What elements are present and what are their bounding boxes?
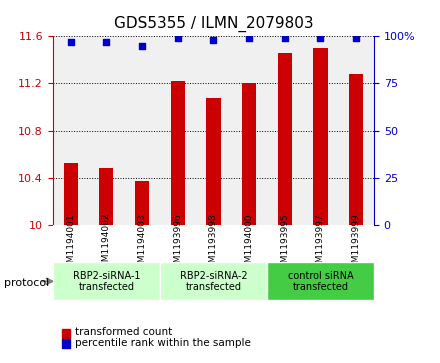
FancyBboxPatch shape	[160, 262, 267, 301]
Bar	[278, 53, 292, 225]
Text: GSM1194003: GSM1194003	[138, 213, 147, 274]
Text: GSM1193999: GSM1193999	[352, 213, 361, 274]
Text: GSM1193997: GSM1193997	[316, 213, 325, 274]
Text: protocol: protocol	[4, 278, 50, 288]
Text: GSM1193998: GSM1193998	[209, 213, 218, 274]
Point	[103, 39, 110, 45]
Point	[174, 35, 181, 41]
Bar	[242, 83, 256, 225]
Text: percentile rank within the sample: percentile rank within the sample	[75, 338, 251, 348]
Bar	[206, 98, 220, 225]
FancyBboxPatch shape	[53, 262, 160, 301]
FancyBboxPatch shape	[267, 262, 374, 301]
Bar	[171, 81, 185, 225]
Bar	[63, 163, 78, 225]
Text: GSM1194001: GSM1194001	[66, 213, 75, 274]
Text: RBP2-siRNA-1
transfected: RBP2-siRNA-1 transfected	[73, 270, 140, 292]
Text: GSM1194002: GSM1194002	[102, 213, 111, 273]
Text: control siRNA
transfected: control siRNA transfected	[288, 270, 353, 292]
Text: GSM1194000: GSM1194000	[245, 213, 253, 274]
Text: transformed count: transformed count	[75, 327, 172, 337]
Text: GSM1193995: GSM1193995	[280, 213, 289, 274]
Point	[281, 35, 288, 41]
Title: GDS5355 / ILMN_2079803: GDS5355 / ILMN_2079803	[114, 16, 313, 32]
Bar	[135, 182, 149, 225]
Point	[246, 35, 253, 41]
Point	[210, 37, 217, 43]
Bar	[99, 168, 114, 225]
Text: RBP2-siRNA-2
transfected: RBP2-siRNA-2 transfected	[180, 270, 247, 292]
Text: GSM1193996: GSM1193996	[173, 213, 182, 274]
Point	[317, 35, 324, 41]
Bar	[349, 74, 363, 225]
Point	[352, 35, 359, 41]
Point	[139, 43, 146, 49]
Bar	[313, 48, 328, 225]
Point	[67, 39, 74, 45]
